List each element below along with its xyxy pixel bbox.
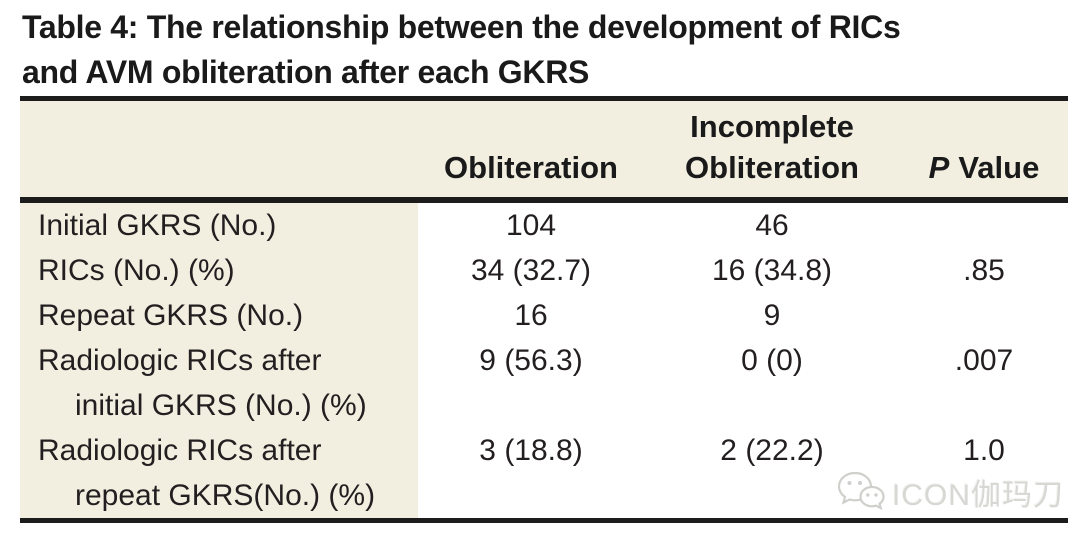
table-row-rics-after-repeat-gkrs: Radiologic RICs after repeat GKRS(No.) (…: [20, 428, 1068, 518]
header-empty-stub-cell: [20, 101, 418, 197]
row-label-line2: repeat GKRS(No.) (%): [75, 479, 376, 512]
table-row-initial-gkrs: Initial GKRS (No.) 104 46: [20, 203, 1068, 248]
p-value: .007: [954, 344, 1014, 377]
row-label-line1: Radiologic RICs after: [38, 434, 322, 467]
header-obliteration-cell: Obliteration: [418, 101, 644, 197]
incomplete-obliteration-value: 16 (34.8): [711, 254, 833, 287]
row-label: Repeat GKRS (No.): [20, 293, 418, 338]
header-p-value-label: P Value: [929, 147, 1040, 188]
incomplete-obliteration-value: 2 (22.2): [720, 434, 824, 467]
p-value: .85: [963, 254, 1005, 287]
table-title: Table 4: The relationship between the de…: [22, 5, 1062, 95]
table-body: Initial GKRS (No.) 104 46 RICs (No.) (%)…: [20, 203, 1068, 518]
table-header-row: Obliteration Incomplete Obliteration P Va…: [20, 101, 1068, 197]
p-value: 1.0: [963, 434, 1005, 467]
table-4: Obliteration Incomplete Obliteration P Va…: [20, 96, 1068, 523]
table-title-line2: and AVM obliteration after each GKRS: [22, 54, 590, 90]
watermark-text: ICON伽玛刀: [892, 479, 1064, 512]
watermark: ICON伽玛刀: [836, 470, 1064, 514]
header-incomplete-line1: Incomplete: [690, 109, 854, 144]
header-p-italic: P: [928, 150, 950, 185]
obliteration-value: 3 (18.8): [479, 434, 583, 467]
obliteration-value: 16: [514, 299, 548, 332]
incomplete-obliteration-value: 9: [763, 299, 781, 332]
row-label-line1: RICs (No.) (%): [38, 254, 235, 287]
row-label-line1: Repeat GKRS (No.): [38, 299, 304, 332]
table-row-rics-after-initial-gkrs: Radiologic RICs after initial GKRS (No.)…: [20, 338, 1068, 428]
row-label: Radiologic RICs after repeat GKRS(No.) (…: [20, 428, 418, 518]
header-p-value-cell: P Value: [900, 101, 1068, 197]
incomplete-obliteration-value: 46: [755, 209, 789, 242]
row-label: RICs (No.) (%): [20, 248, 418, 293]
table-row-repeat-gkrs: Repeat GKRS (No.) 16 9: [20, 293, 1068, 338]
row-label-line1: Radiologic RICs after: [38, 344, 322, 377]
header-value-word: Value: [958, 150, 1040, 185]
row-label: Initial GKRS (No.): [20, 203, 418, 248]
header-incomplete-line2: Obliteration: [685, 150, 859, 185]
wechat-icon: [837, 471, 885, 511]
table-header-rule: [20, 197, 1068, 203]
incomplete-obliteration-value: 0 (0): [741, 344, 803, 377]
obliteration-value: 9 (56.3): [479, 344, 583, 377]
header-obliteration-label: Obliteration: [444, 150, 618, 185]
table-bottom-rule: [20, 518, 1068, 523]
row-label-line1: Initial GKRS (No.): [38, 209, 277, 242]
table-title-line1: Table 4: The relationship between the de…: [22, 9, 901, 45]
table-row-rics: RICs (No.) (%) 34 (32.7) 16 (34.8) .85: [20, 248, 1068, 293]
row-label: Radiologic RICs after initial GKRS (No.)…: [20, 338, 418, 428]
table-top-rule: [20, 96, 1068, 101]
row-label-line2: initial GKRS (No.) (%): [75, 389, 367, 422]
obliteration-value: 104: [505, 209, 557, 242]
header-incomplete-obliteration-cell: Incomplete Obliteration: [644, 101, 900, 197]
obliteration-value: 34 (32.7): [470, 254, 592, 287]
